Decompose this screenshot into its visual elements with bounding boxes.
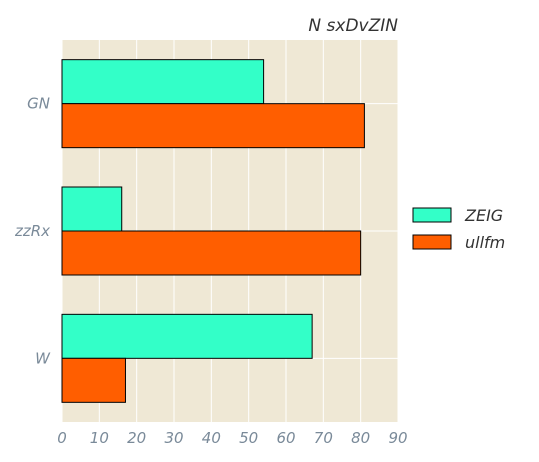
chart-title: N sxDvZIN [308, 16, 398, 36]
legend-swatch-ullfm [412, 234, 452, 250]
legend-label-ZEIG: ZEIG [464, 206, 503, 225]
y-tick-label: GN [27, 95, 50, 113]
x-tick-label: 0 [57, 429, 67, 447]
legend: ZEIG ullfm [412, 206, 505, 252]
x-tick-label: 80 [351, 429, 370, 447]
x-tick-label: 40 [202, 429, 221, 447]
bar-ullfm-W [61, 357, 126, 403]
legend-label-ullfm: ullfm [465, 233, 505, 252]
x-tick-label: 20 [127, 429, 146, 447]
legend-swatch-ZEIG [412, 207, 452, 223]
bar-ZEIG-W [61, 313, 313, 359]
x-tick-label: 90 [388, 429, 407, 447]
y-axis: GN zzRx W [14, 95, 51, 368]
x-tick-label: 10 [90, 429, 109, 447]
x-axis: 0 10 20 30 40 50 60 70 80 90 [57, 429, 407, 447]
x-tick-label: 60 [276, 429, 295, 447]
x-tick-label: 70 [314, 429, 333, 447]
bar-ZEIG-GN [61, 59, 265, 105]
bars [61, 59, 365, 403]
bar-ullfm-GN [61, 103, 365, 149]
y-tick-label: W [35, 349, 51, 367]
x-tick-label: 50 [239, 429, 258, 447]
y-tick-label: zzRx [14, 222, 50, 240]
bar-ZEIG-zzRx [61, 186, 123, 232]
bar-ullfm-zzRx [61, 230, 362, 276]
x-tick-label: 30 [164, 429, 183, 447]
